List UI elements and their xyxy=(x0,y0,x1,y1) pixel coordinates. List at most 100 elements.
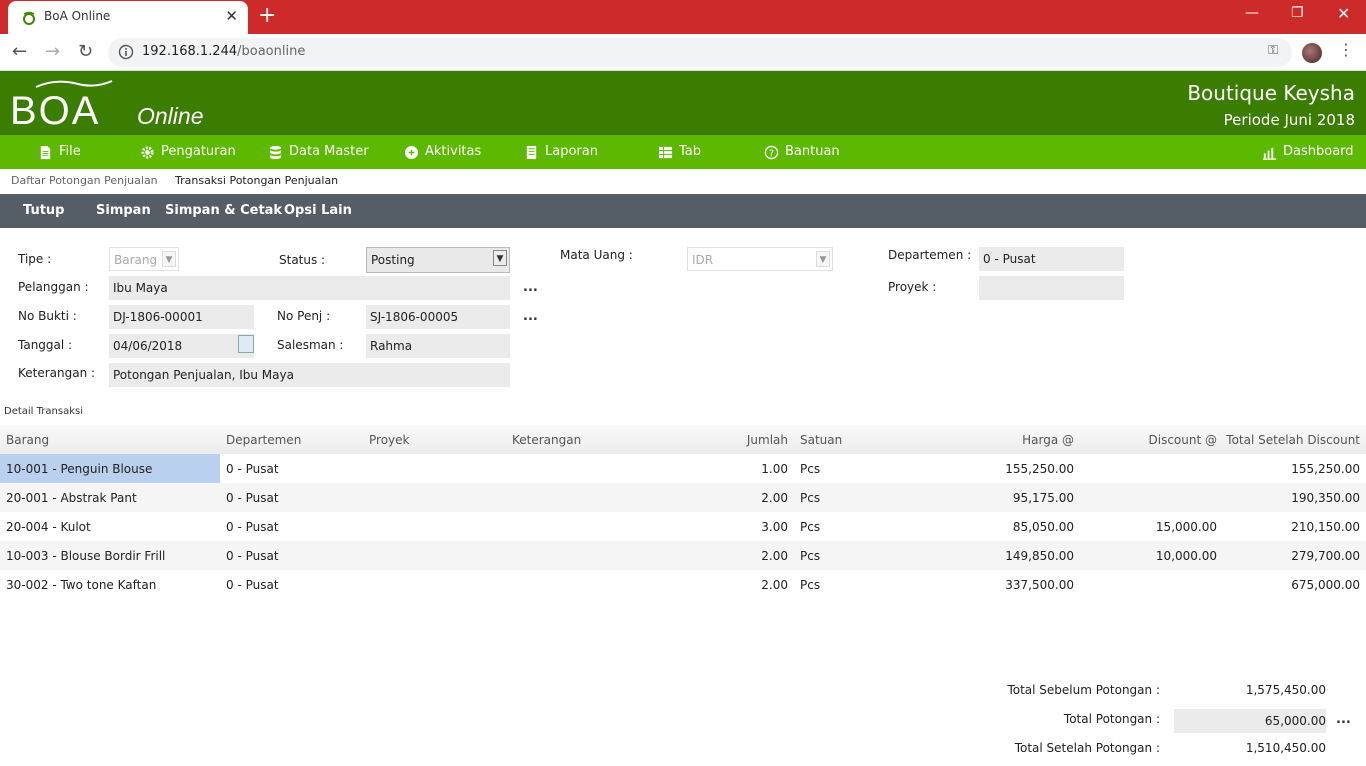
new-tab-icon[interactable]: + xyxy=(258,3,277,28)
browser-tab[interactable]: BoA Online ✕ xyxy=(8,1,248,34)
menu-tab[interactable]: Tab xyxy=(658,135,701,169)
cell-total[interactable]: 675,000.00 xyxy=(1291,578,1360,592)
tab-title: BoA Online xyxy=(44,9,111,23)
menu-bantuan[interactable]: ? Bantuan xyxy=(764,135,840,169)
cell-satuan[interactable]: Pcs xyxy=(800,578,821,592)
menu-laporan[interactable]: Laporan xyxy=(524,135,598,169)
info-icon[interactable] xyxy=(118,44,134,60)
table-row[interactable]: 20-001 - Abstrak Pant 0 - Pusat 2.00 Pcs 95,… xyxy=(0,483,1366,512)
cell-barang[interactable]: 10-001 - Penguin Blouse xyxy=(6,462,153,476)
opsi-lain-button[interactable]: Opsi Lain xyxy=(284,203,352,218)
tab-daftar-potongan[interactable]: Daftar Potongan Penjualan xyxy=(11,174,158,187)
table-row[interactable]: 10-001 - Penguin Blouse 0 - Pusat 1.00 Pcs 1… xyxy=(0,454,1366,483)
cell-jumlah[interactable]: 2.00 xyxy=(761,549,788,563)
col-departemen[interactable]: Departemen xyxy=(226,433,302,447)
simpan-button[interactable]: Simpan xyxy=(96,203,151,218)
menu-pengaturan[interactable]: Pengaturan xyxy=(140,135,236,169)
minimize-icon[interactable]: — xyxy=(1245,5,1259,21)
menu-data-master[interactable]: Data Master xyxy=(268,135,369,169)
cell-total[interactable]: 190,350.00 xyxy=(1291,491,1360,505)
cell-jumlah[interactable]: 2.00 xyxy=(761,578,788,592)
company-name: Boutique Keysha xyxy=(1187,81,1355,105)
col-keterangan[interactable]: Keterangan xyxy=(512,433,582,447)
cell-total[interactable]: 279,700.00 xyxy=(1291,549,1360,563)
browser-titlebar: BoA Online ✕ + — ❐ ✕ xyxy=(0,0,1366,34)
col-discount[interactable]: Discount @ xyxy=(1148,433,1218,447)
cell-harga[interactable]: 95,175.00 xyxy=(1012,491,1074,505)
chevron-down-icon[interactable]: ▼ xyxy=(162,251,176,267)
tanggal-field[interactable]: 04/06/2018 xyxy=(109,334,254,358)
cell-departemen[interactable]: 0 - Pusat xyxy=(226,520,279,534)
key-icon[interactable]: ⚿ xyxy=(1268,43,1278,58)
cell-barang[interactable]: 20-004 - Kulot xyxy=(6,520,91,534)
cell-jumlah[interactable]: 3.00 xyxy=(761,520,788,534)
close-window-icon[interactable]: ✕ xyxy=(1337,4,1351,23)
cell-harga[interactable]: 149,850.00 xyxy=(1005,549,1074,563)
table-row[interactable]: 30-002 - Two tone Kaftan 0 - Pusat 2.00 Pcs… xyxy=(0,570,1366,599)
total-potongan-lookup-button[interactable]: ... xyxy=(1336,712,1351,727)
restore-icon[interactable]: ❐ xyxy=(1291,5,1304,21)
cell-barang[interactable]: 30-002 - Two tone Kaftan xyxy=(6,578,157,592)
proyek-field[interactable] xyxy=(979,276,1124,300)
menu-dashboard[interactable]: Dashboard xyxy=(1262,135,1354,169)
cell-satuan[interactable]: Pcs xyxy=(800,549,821,563)
col-barang[interactable]: Barang xyxy=(6,433,50,447)
cell-satuan[interactable]: Pcs xyxy=(800,491,821,505)
table-row[interactable]: 20-004 - Kulot 0 - Pusat 3.00 Pcs 85,050.00 1… xyxy=(0,512,1366,541)
mata-uang-select[interactable]: IDR ▼ xyxy=(687,247,833,271)
selected-cell-highlight xyxy=(0,454,220,483)
menu-file[interactable]: File xyxy=(38,135,81,169)
cell-harga[interactable]: 85,050.00 xyxy=(1012,520,1074,534)
total-sebelum-label: Total Sebelum Potongan : xyxy=(1007,683,1160,697)
more-menu-icon[interactable]: ⋮ xyxy=(1338,40,1354,59)
cell-barang[interactable]: 20-001 - Abstrak Pant xyxy=(6,491,137,505)
address-bar[interactable]: 192.168.1.244/boaonline ⚿ xyxy=(108,38,1292,67)
col-proyek[interactable]: Proyek xyxy=(369,433,410,447)
col-satuan[interactable]: Satuan xyxy=(800,433,843,447)
cell-discount[interactable]: 15,000.00 xyxy=(1155,520,1217,534)
cell-jumlah[interactable]: 1.00 xyxy=(761,462,788,476)
table-row[interactable]: 10-003 - Blouse Bordir Frill 0 - Pusat 2.0… xyxy=(0,541,1366,570)
calendar-icon[interactable] xyxy=(238,335,254,353)
tanggal-value: 04/06/2018 xyxy=(113,339,183,353)
forward-icon[interactable]: → xyxy=(45,41,61,62)
cell-barang[interactable]: 10-003 - Blouse Bordir Frill xyxy=(6,549,166,563)
tutup-button[interactable]: Tutup xyxy=(23,203,65,218)
cell-departemen[interactable]: 0 - Pusat xyxy=(226,462,279,476)
pelanggan-lookup-button[interactable]: ... xyxy=(523,280,538,295)
no-penj-lookup-button[interactable]: ... xyxy=(523,309,538,324)
pelanggan-field[interactable]: Ibu Maya xyxy=(109,276,510,300)
chevron-down-icon[interactable]: ▼ xyxy=(816,251,830,267)
no-bukti-field[interactable]: DJ-1806-00001 xyxy=(109,305,254,329)
keterangan-field[interactable]: Potongan Penjualan, Ibu Maya xyxy=(109,363,510,387)
back-icon[interactable]: ← xyxy=(12,41,28,62)
cell-discount[interactable]: 10,000.00 xyxy=(1155,549,1217,563)
tab-transaksi-potongan[interactable]: Transaksi Potongan Penjualan xyxy=(175,174,339,187)
simpan-cetak-button[interactable]: Simpan & Cetak xyxy=(165,203,283,218)
database-icon xyxy=(269,145,282,159)
cell-total[interactable]: 155,250.00 xyxy=(1291,462,1360,476)
cell-satuan[interactable]: Pcs xyxy=(800,462,821,476)
cell-jumlah[interactable]: 2.00 xyxy=(761,491,788,505)
col-harga[interactable]: Harga @ xyxy=(1022,433,1074,447)
reload-icon[interactable]: ↻ xyxy=(78,41,94,62)
total-potongan-field[interactable]: 65,000.00 xyxy=(1174,709,1326,733)
cell-harga[interactable]: 337,500.00 xyxy=(1005,578,1074,592)
cell-harga[interactable]: 155,250.00 xyxy=(1005,462,1074,476)
cell-departemen[interactable]: 0 - Pusat xyxy=(226,491,279,505)
cell-departemen[interactable]: 0 - Pusat xyxy=(226,578,279,592)
salesman-field[interactable]: Rahma xyxy=(366,334,510,358)
cell-departemen[interactable]: 0 - Pusat xyxy=(226,549,279,563)
avatar[interactable] xyxy=(1302,43,1322,63)
chevron-down-icon[interactable]: ▼ xyxy=(493,250,507,266)
menu-aktivitas[interactable]: Aktivitas xyxy=(404,135,481,169)
col-jumlah[interactable]: Jumlah xyxy=(746,433,788,447)
cell-total[interactable]: 210,150.00 xyxy=(1291,520,1360,534)
close-tab-icon[interactable]: ✕ xyxy=(225,7,238,25)
no-penj-field[interactable]: SJ-1806-00005 xyxy=(366,305,510,329)
col-total[interactable]: Total Setelah Discount xyxy=(1226,433,1360,447)
departemen-field[interactable]: 0 - Pusat xyxy=(979,247,1124,271)
cell-satuan[interactable]: Pcs xyxy=(800,520,821,534)
tipe-select[interactable]: Barang ▼ xyxy=(109,247,179,271)
status-select[interactable]: Posting ▼ xyxy=(366,247,510,273)
